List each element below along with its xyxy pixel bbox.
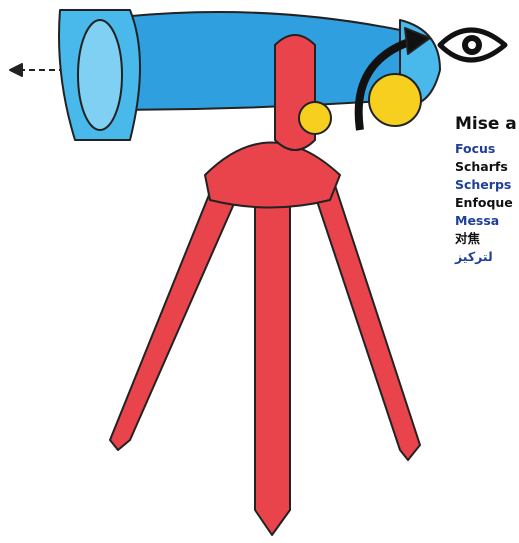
label: 对焦	[455, 230, 513, 248]
lens	[78, 20, 122, 130]
illustration	[0, 0, 519, 543]
label: لتركيز	[455, 248, 513, 266]
eye-glint	[468, 41, 476, 49]
label: Enfoque	[455, 194, 513, 212]
leg	[310, 170, 420, 460]
page: Mise a FocusScharfsScherpsEnfoqueMessa对焦…	[0, 0, 519, 543]
knob	[299, 102, 331, 134]
leg	[255, 200, 290, 535]
knob	[369, 74, 421, 126]
tripod-head	[205, 143, 340, 208]
label: Scherps	[455, 176, 513, 194]
heading: Mise a	[455, 114, 517, 134]
label: Scharfs	[455, 158, 513, 176]
label: Focus	[455, 140, 513, 158]
label: Messa	[455, 212, 513, 230]
leg	[110, 180, 240, 450]
arrow-head	[10, 64, 22, 76]
